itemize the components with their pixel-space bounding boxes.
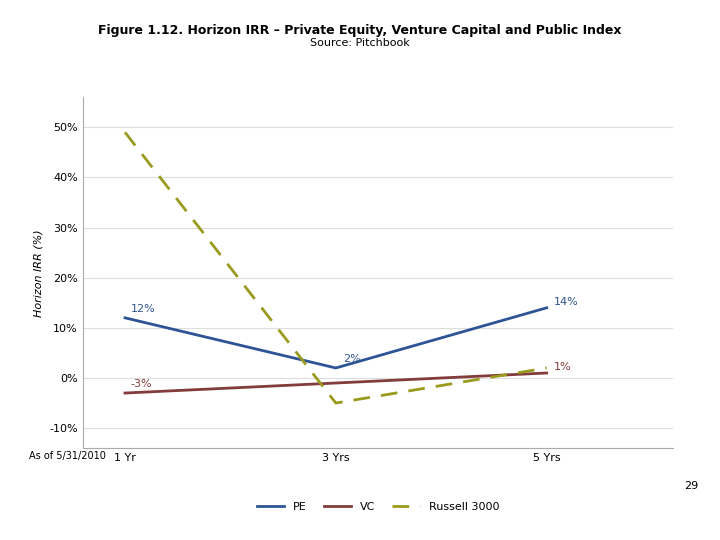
Text: 1%: 1% <box>554 362 571 372</box>
Text: 12%: 12% <box>130 304 156 314</box>
Text: 2%: 2% <box>343 354 361 364</box>
Y-axis label: Horizon IRR (%): Horizon IRR (%) <box>34 229 44 316</box>
Text: 14%: 14% <box>554 297 578 307</box>
Text: Source: Pitchbook: Source: Pitchbook <box>310 38 410 48</box>
Text: Figure 1.12. Horizon IRR – Private Equity, Venture Capital and Public Index: Figure 1.12. Horizon IRR – Private Equit… <box>98 24 622 37</box>
Text: As of 5/31/2010: As of 5/31/2010 <box>29 451 106 461</box>
Text: Venture Capital and Private Equity Contracting: Venture Capital and Private Equity Contr… <box>354 513 665 526</box>
Text: -3%: -3% <box>130 380 152 389</box>
Legend: PE, VC, Russell 3000: PE, VC, Russell 3000 <box>252 497 504 516</box>
Text: 29: 29 <box>684 481 698 491</box>
Text: © Cumming & Johan (2013): © Cumming & Johan (2013) <box>59 513 240 526</box>
